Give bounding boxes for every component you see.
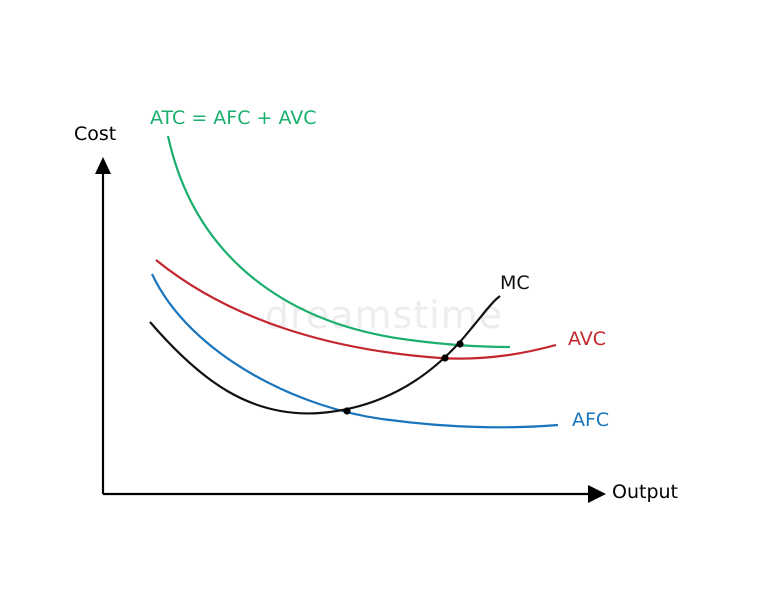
atc-curve: [166, 135, 511, 349]
mc-avc-intersection-point: [441, 354, 449, 362]
y-axis-arrow-icon: [95, 157, 111, 174]
x-axis-arrow-icon: [588, 485, 606, 503]
watermark: dreamstime: [265, 293, 503, 337]
atc-curve-label: ATC = AFC + AVC: [150, 107, 317, 129]
mc-curve: [149, 295, 501, 415]
y-axis-label: Cost: [74, 123, 116, 145]
avc-curve-label: AVC: [568, 328, 606, 350]
afc-curve-label: AFC: [572, 409, 609, 431]
avc-curve: [155, 259, 557, 360]
mc-afc-intersection-point: [343, 407, 351, 415]
x-axis-label: Output: [612, 481, 678, 503]
mc-atc-intersection-point: [456, 340, 464, 348]
mc-curve-label: MC: [500, 272, 530, 294]
afc-curve: [151, 273, 559, 429]
